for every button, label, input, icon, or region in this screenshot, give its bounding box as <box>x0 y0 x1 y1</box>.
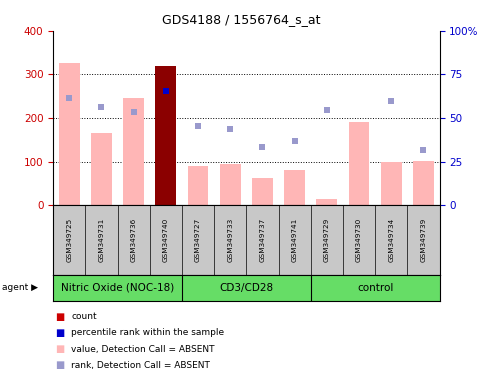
Text: value, Detection Call = ABSENT: value, Detection Call = ABSENT <box>71 344 214 354</box>
Text: control: control <box>357 283 393 293</box>
Bar <box>381 162 402 205</box>
Text: ■: ■ <box>56 312 65 322</box>
Text: GSM349741: GSM349741 <box>292 218 298 262</box>
Bar <box>123 98 144 205</box>
Text: GSM349740: GSM349740 <box>163 218 169 262</box>
Text: ■: ■ <box>56 328 65 338</box>
Bar <box>91 133 112 205</box>
Bar <box>252 178 273 205</box>
Text: rank, Detection Call = ABSENT: rank, Detection Call = ABSENT <box>71 361 210 370</box>
Bar <box>413 161 434 205</box>
Text: ■: ■ <box>56 360 65 370</box>
Text: count: count <box>71 312 97 321</box>
Text: GSM349734: GSM349734 <box>388 218 394 262</box>
Text: ■: ■ <box>56 344 65 354</box>
Bar <box>284 170 305 205</box>
Bar <box>59 63 80 205</box>
Text: GSM349737: GSM349737 <box>259 218 266 262</box>
Text: agent ▶: agent ▶ <box>2 283 39 293</box>
Text: GSM349730: GSM349730 <box>356 218 362 262</box>
Text: Nitric Oxide (NOC-18): Nitric Oxide (NOC-18) <box>61 283 174 293</box>
Text: GSM349731: GSM349731 <box>99 218 104 262</box>
Text: GSM349727: GSM349727 <box>195 218 201 262</box>
Bar <box>349 122 369 205</box>
Text: CD3/CD28: CD3/CD28 <box>219 283 273 293</box>
Bar <box>220 164 241 205</box>
Text: GSM349733: GSM349733 <box>227 218 233 262</box>
Text: GSM349736: GSM349736 <box>130 218 137 262</box>
Bar <box>156 66 176 205</box>
Bar <box>316 199 337 205</box>
Text: GSM349729: GSM349729 <box>324 218 330 262</box>
Text: percentile rank within the sample: percentile rank within the sample <box>71 328 224 338</box>
Bar <box>187 166 209 205</box>
Text: GSM349725: GSM349725 <box>66 218 72 262</box>
Text: GDS4188 / 1556764_s_at: GDS4188 / 1556764_s_at <box>162 13 321 26</box>
Text: GSM349739: GSM349739 <box>420 218 426 262</box>
